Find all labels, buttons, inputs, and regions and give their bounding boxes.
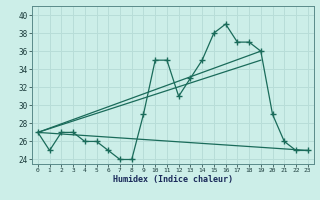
- X-axis label: Humidex (Indice chaleur): Humidex (Indice chaleur): [113, 175, 233, 184]
